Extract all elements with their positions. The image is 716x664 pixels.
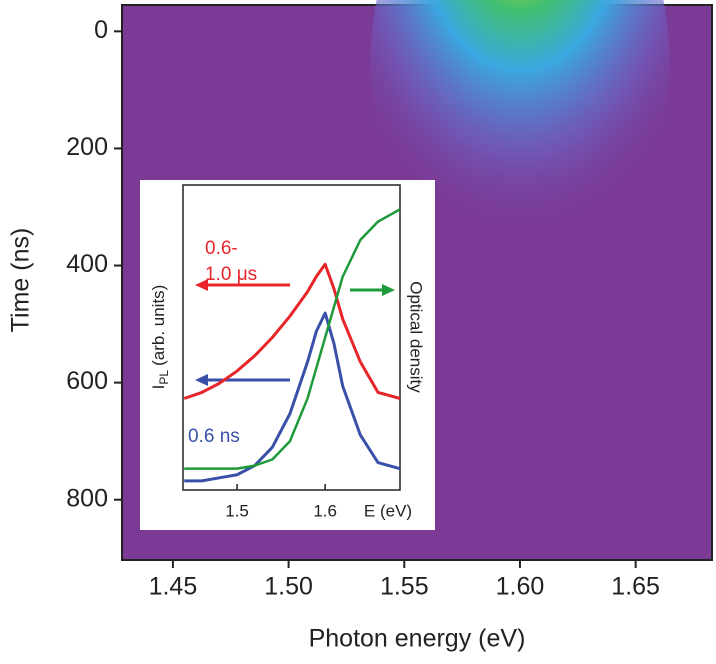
x-axis-label: Photon energy (eV) [309,625,526,653]
x-tick-label: 1.50 [264,573,313,601]
series-label: 0.6 ns [188,426,240,447]
y-label-rest: (arb. units) [149,285,168,366]
x-tick-label: 1.60 [496,573,545,601]
y-label-sub: PL [157,370,171,385]
y-tick-label: 200 [66,133,108,161]
y-label-main: I [149,385,168,390]
series-line [184,311,401,483]
inset-frame [182,184,401,491]
series-line [184,208,401,470]
arrows [195,279,395,386]
x-tick-label: 1.55 [380,573,429,601]
inset-x-label: E (eV) [364,501,412,520]
x-tick-label: 1.5 [225,501,249,520]
inset-panel [140,180,435,530]
x-tick-label: 1.6 [313,501,337,520]
y-tick-label: 600 [66,367,108,395]
y-tick-label: 400 [66,250,108,278]
y-tick-label: 800 [66,484,108,512]
series-label: 0.6- 1.0 μs [205,238,258,285]
series-label-text: 0.6- 1.0 μs [205,238,258,285]
inset-y-label: IPL (arb. units) [149,285,171,390]
series-label-text: 0.6 ns [188,426,240,447]
inset-y2-label: Optical density [407,281,426,393]
y-tick-label: 0 [94,16,108,44]
y-axis-label: Time (ns) [7,228,35,333]
x-tick-label: 1.45 [149,573,198,601]
heatmap-signal [370,0,670,310]
x-tick-label: 1.65 [611,573,660,601]
series-line [183,262,401,400]
